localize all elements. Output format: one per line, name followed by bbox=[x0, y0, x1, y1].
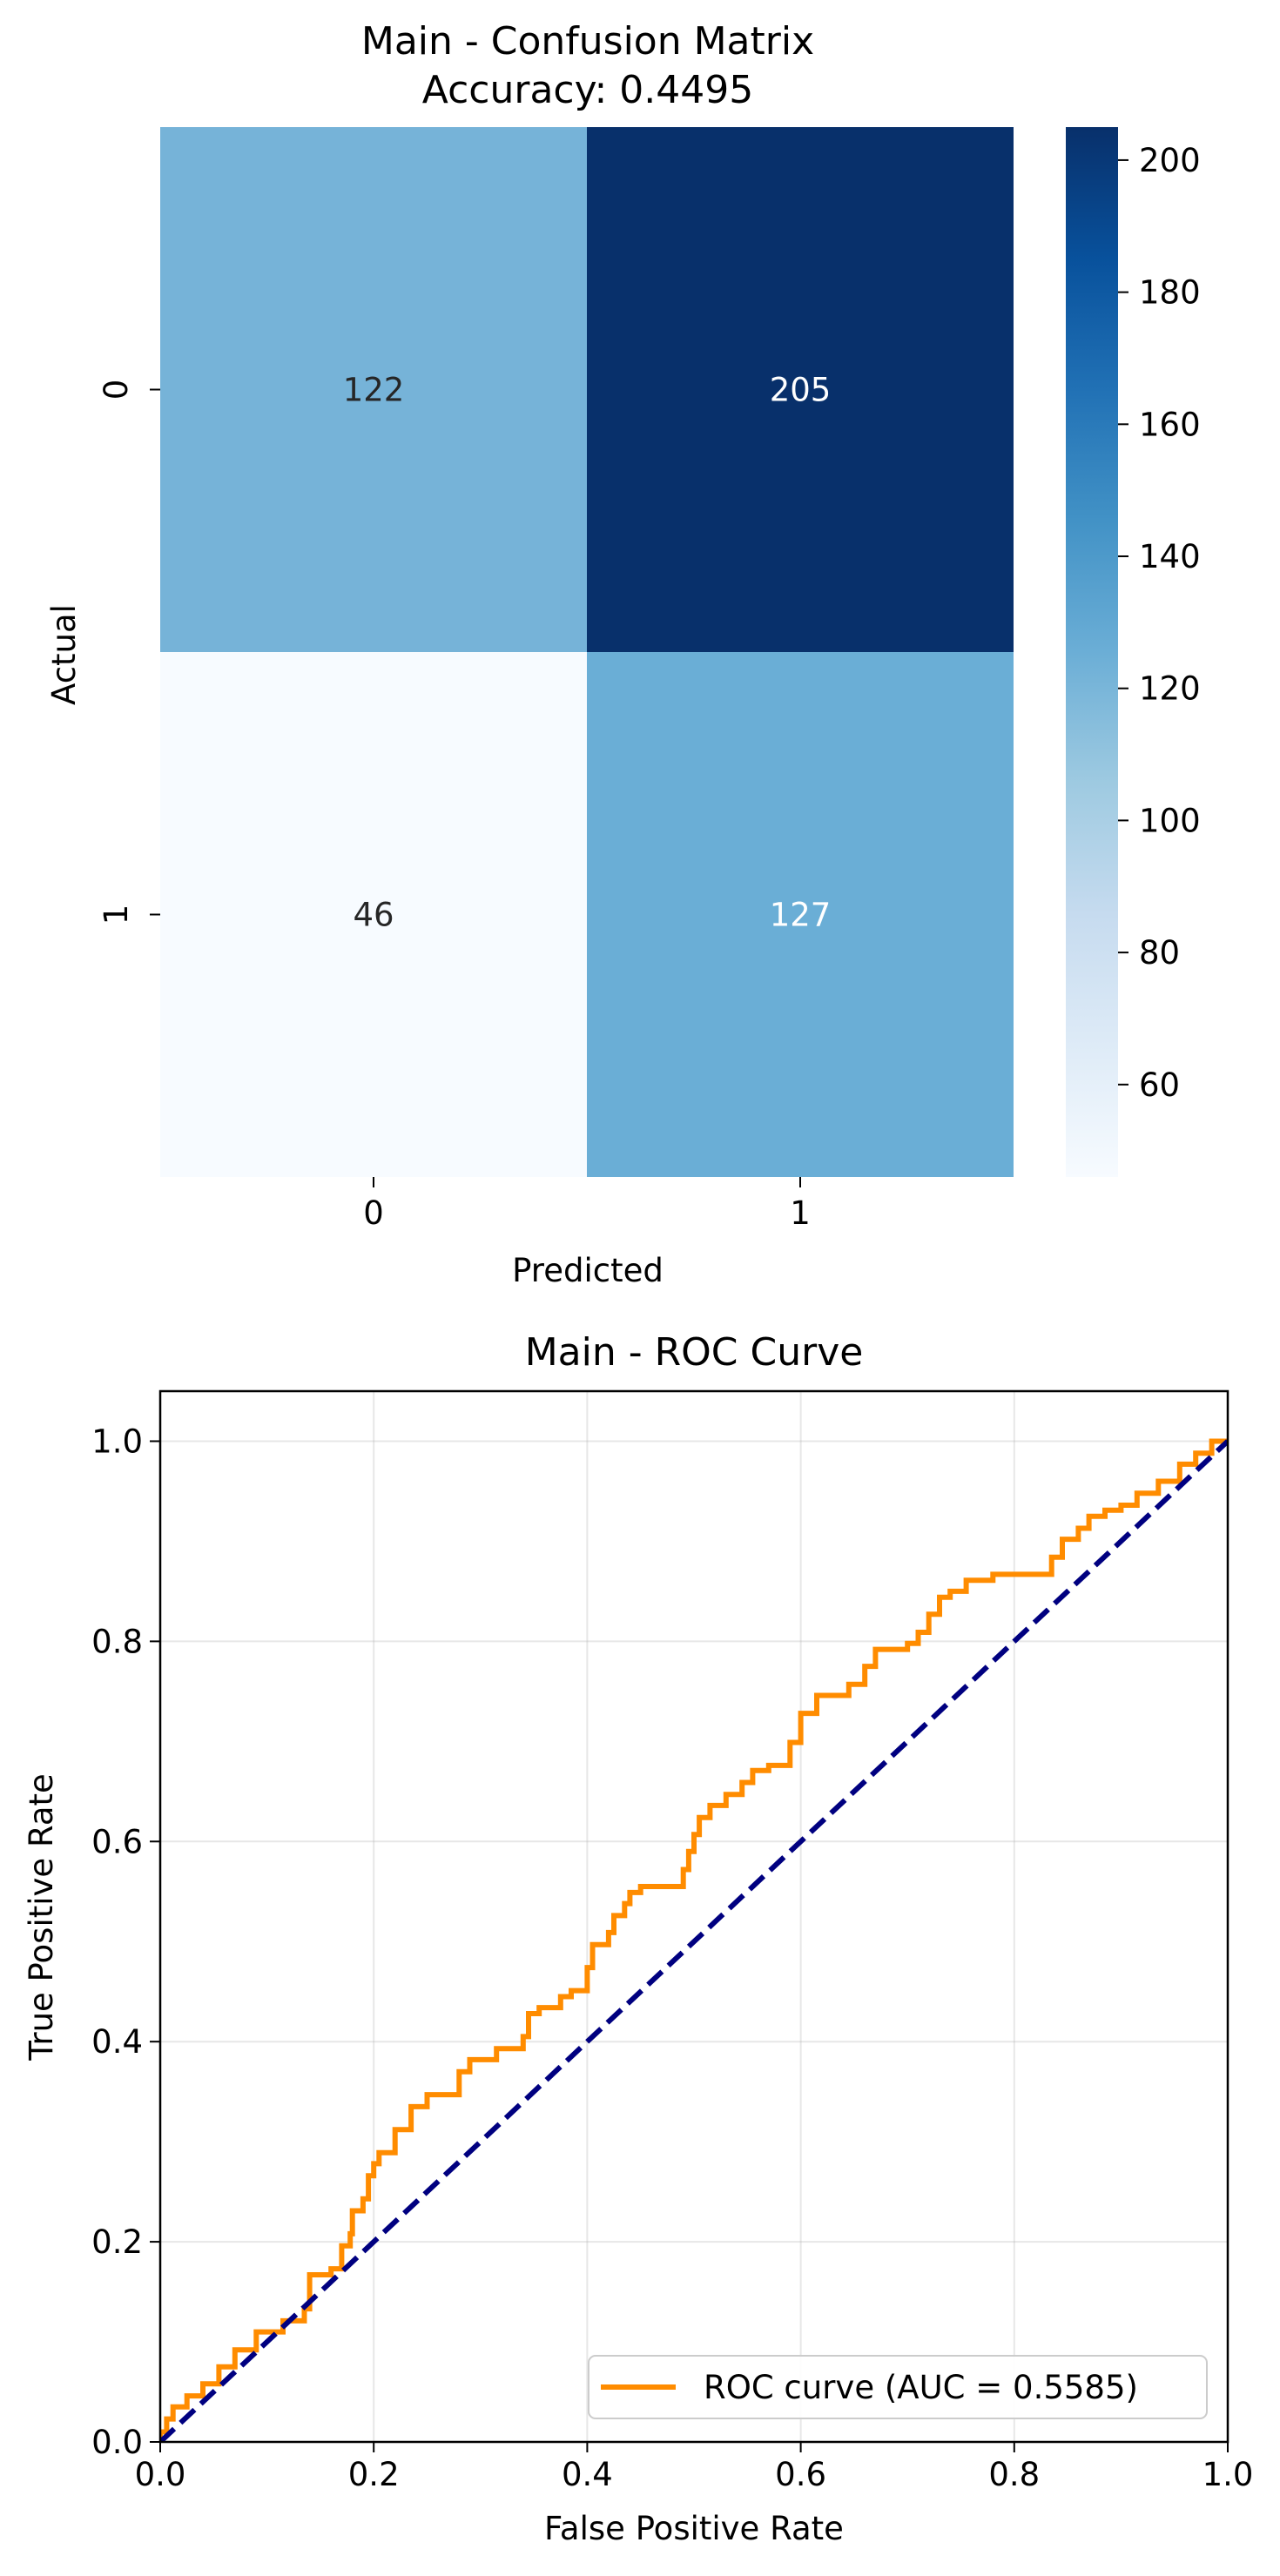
roc-series bbox=[160, 1438, 1228, 2442]
roc-xtick-label: 0.6 bbox=[775, 2456, 826, 2493]
roc-xtick-label: 0.2 bbox=[348, 2456, 400, 2493]
colorbar-tick-label: 120 bbox=[1139, 670, 1201, 708]
colorbar-tick-label: 180 bbox=[1139, 274, 1201, 312]
cm-cell bbox=[587, 652, 1014, 1177]
legend-box bbox=[588, 2355, 1208, 2419]
cm-cell bbox=[160, 652, 587, 1177]
roc-ytick-label: 0.4 bbox=[91, 2023, 143, 2061]
roc-chart: Main - ROC Curve 0.0 0.2 0.4 0.6 0.8 1.00.00.… bbox=[23, 1330, 1253, 2547]
cm-xtick-label: 0 bbox=[363, 1194, 384, 1232]
colorbar-tick-label: 60 bbox=[1139, 1066, 1180, 1104]
roc-xtick-label: 0.8 bbox=[988, 2456, 1040, 2493]
roc-title: Main - ROC Curve bbox=[525, 1330, 864, 1375]
cm-cell-value: 127 bbox=[770, 897, 832, 934]
colorbar-tick-label: 160 bbox=[1139, 406, 1201, 443]
roc-ytick-label: 1.0 bbox=[91, 1423, 143, 1460]
roc-ticks: 0.0 0.2 0.4 0.6 0.8 1.0 0.0 0.2 0.4 0.6 0.8 1.0 bbox=[91, 1423, 1253, 2493]
roc-xlabel: False Positive Rate bbox=[544, 2510, 844, 2547]
cm-subtitle: Accuracy: 0.4495 bbox=[422, 68, 753, 112]
cm-xtick-label: 1 bbox=[790, 1194, 811, 1232]
roc-xtick-label: 1.0 bbox=[1203, 2456, 1254, 2493]
roc-grid bbox=[159, 1391, 1229, 2443]
cm-ytick-label: 1 bbox=[98, 905, 135, 925]
colorbar: 60 80 100 120 140 160 180 200 bbox=[1066, 127, 1201, 1177]
roc-ytick-label: 0.2 bbox=[91, 2223, 143, 2261]
cm-cell-value: 46 bbox=[353, 897, 394, 934]
colorbar-ticks: 60 80 100 120 140 160 180 200 bbox=[1118, 142, 1201, 1104]
cm-ylabel: Actual bbox=[45, 604, 83, 705]
cm-xlabel: Predicted bbox=[512, 1252, 664, 1289]
cm-title: Main - Confusion Matrix bbox=[361, 19, 814, 64]
roc-xtick-label: 0.4 bbox=[562, 2456, 613, 2493]
cm-cell-value: 122 bbox=[343, 372, 405, 409]
roc-curve-line bbox=[160, 1438, 1228, 2442]
colorbar-tick-label: 140 bbox=[1139, 538, 1201, 575]
chance-diagonal-line bbox=[160, 1439, 1228, 2442]
cm-ytick-label: 0 bbox=[98, 380, 135, 400]
legend-label: ROC curve (AUC = 0.5585) bbox=[704, 2369, 1138, 2406]
colorbar-tick-label: 100 bbox=[1139, 802, 1201, 839]
roc-ytick-label: 0.0 bbox=[91, 2424, 143, 2461]
cm-ticks: 0 1 0 1 bbox=[98, 380, 811, 1232]
cm-cells: 122 205 46 127 bbox=[160, 127, 1014, 1177]
roc-ylabel: True Positive Rate bbox=[23, 1773, 60, 2061]
colorbar-tick-label: 200 bbox=[1139, 142, 1201, 179]
confusion-matrix-chart: Main - Confusion Matrix Accuracy: 0.4495… bbox=[45, 19, 1201, 1289]
cm-cell bbox=[587, 127, 1014, 652]
colorbar-tick-label: 80 bbox=[1139, 934, 1180, 972]
roc-ytick-label: 0.6 bbox=[91, 1823, 143, 1860]
colorbar-gradient bbox=[1066, 127, 1118, 1177]
roc-legend: ROC curve (AUC = 0.5585) bbox=[588, 2355, 1208, 2419]
roc-plot-frame bbox=[158, 1389, 1229, 2444]
cm-cell-value: 205 bbox=[770, 372, 832, 409]
roc-ytick-label: 0.8 bbox=[91, 1623, 143, 1660]
roc-xtick-label: 0.0 bbox=[135, 2456, 186, 2493]
cm-cell bbox=[160, 127, 587, 652]
